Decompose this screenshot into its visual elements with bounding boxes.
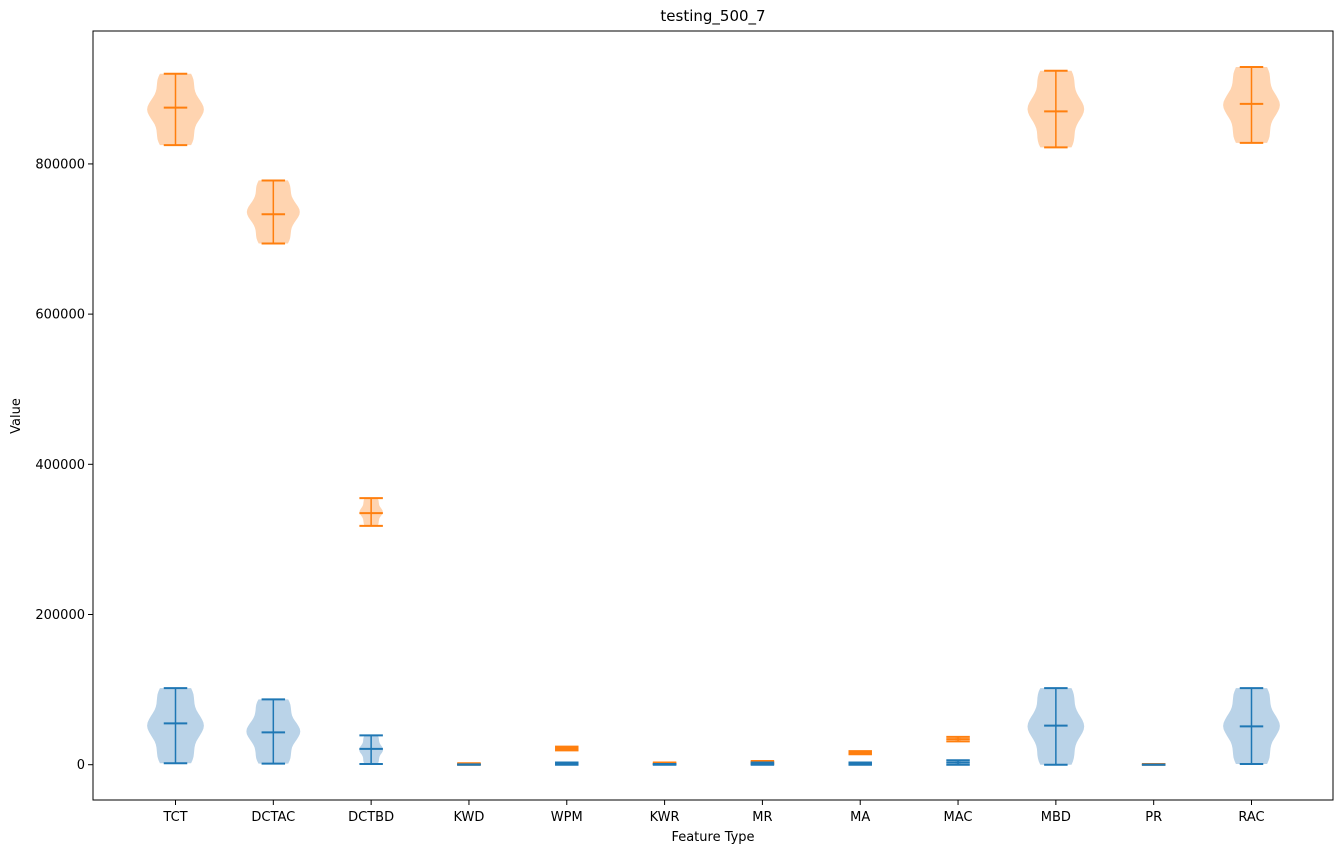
y-tick-label: 400000 [35,458,85,473]
x-axis: TCT DCTAC DCTBD KWD WPM KWR MR MA MAC MBD PR RAC [162,800,1265,825]
y-tick-label: 800000 [35,157,85,172]
y-axis-label: Value [9,398,24,434]
x-tick-label: TCT [162,810,187,825]
plot-area-frame [92,30,1334,801]
violin-series-2 [147,687,1280,766]
y-tick-label: 0 [77,758,85,773]
x-axis-label: Feature Type [671,830,754,845]
x-tick-label: WPM [551,810,583,825]
x-tick-label: PR [1145,810,1162,825]
y-tick-label: 600000 [35,308,85,323]
x-tick-label: KWD [453,810,484,825]
y-tick-label: 200000 [35,608,85,623]
x-tick-label: MAC [944,810,973,825]
x-tick-label: RAC [1238,810,1264,825]
chart-title: testing_500_7 [660,7,765,26]
violins-layer [147,66,1280,766]
x-tick-label: KWR [650,810,680,825]
x-tick-label: MBD [1041,810,1071,825]
violin-series-1 [147,66,1280,766]
x-tick-label: MA [850,810,870,825]
y-axis: 0 200000 400000 600000 800000 [35,157,93,773]
x-tick-label: MR [752,810,772,825]
x-tick-label: DCTBD [348,810,394,825]
x-tick-label: DCTAC [251,810,295,825]
